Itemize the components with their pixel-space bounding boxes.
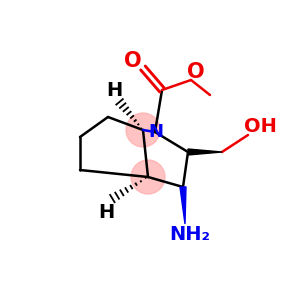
Polygon shape [188,149,222,155]
Text: NH₂: NH₂ [169,224,211,244]
Polygon shape [180,187,186,224]
Text: H: H [98,202,114,221]
Text: OH: OH [244,118,276,136]
Text: H: H [106,80,122,100]
Circle shape [126,113,160,147]
Circle shape [131,160,165,194]
Text: O: O [124,51,142,71]
Text: N: N [148,123,164,141]
Text: O: O [187,62,205,82]
